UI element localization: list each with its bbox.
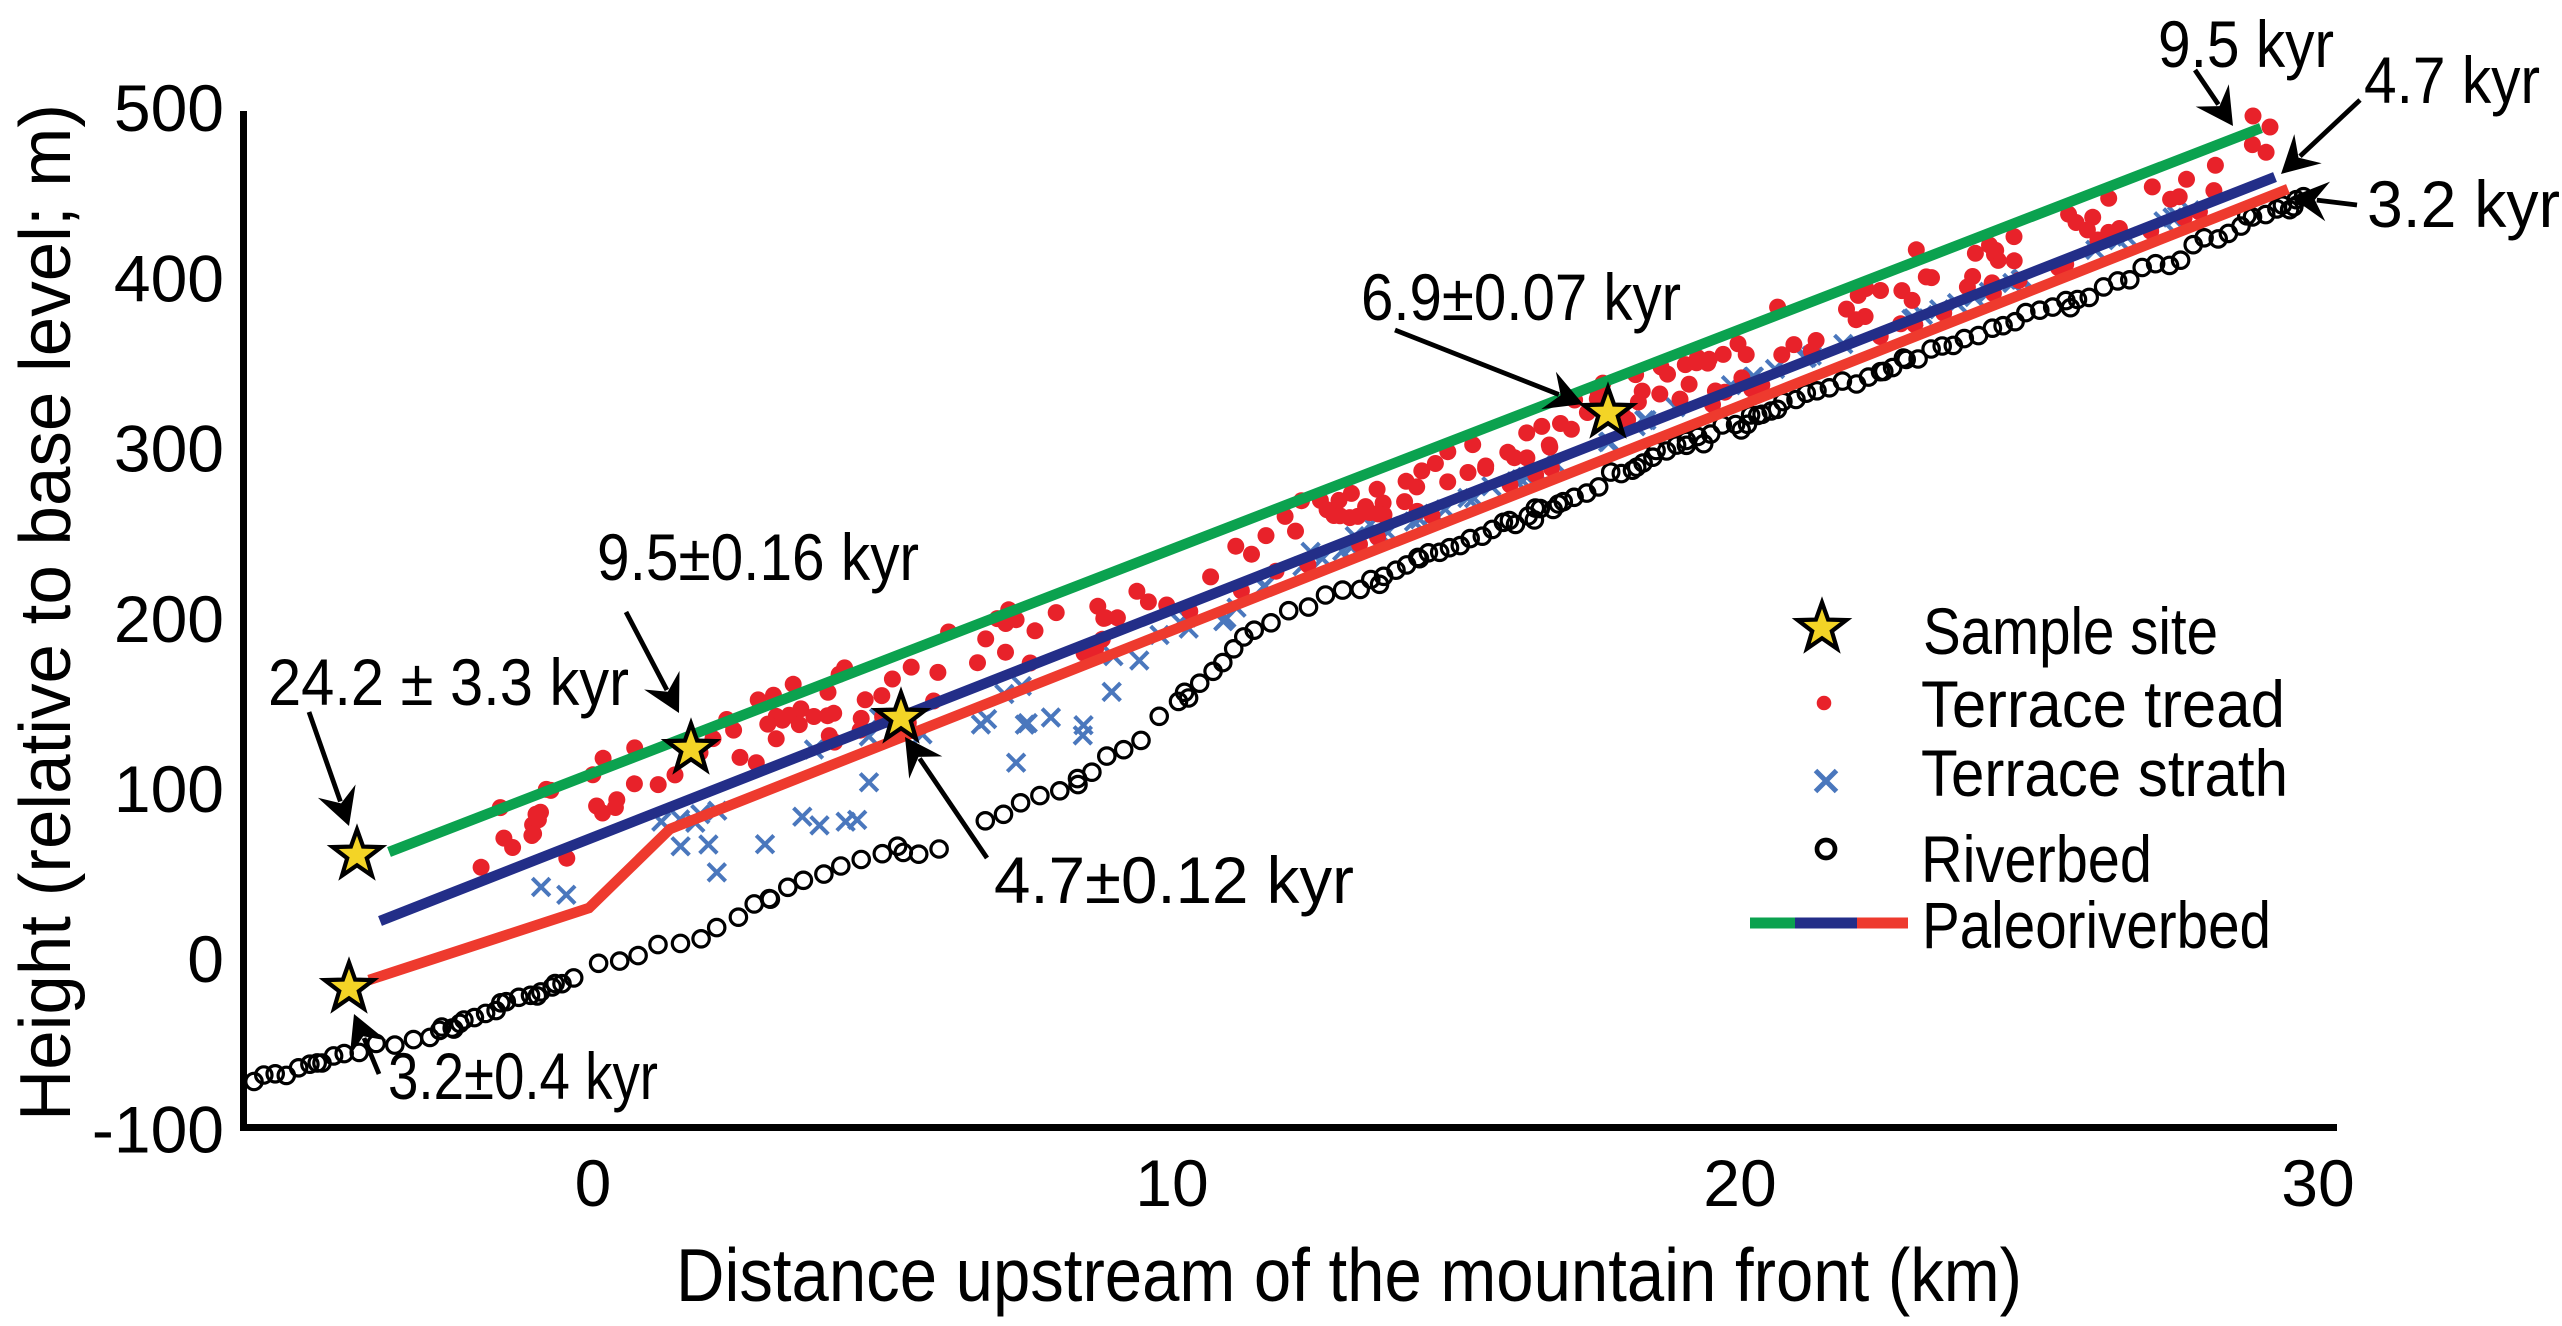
svg-text:3.2±0.4 kyr: 3.2±0.4 kyr xyxy=(388,1039,658,1113)
svg-text:Riverbed: Riverbed xyxy=(1921,822,2152,896)
svg-text:Height (relative to base level: Height (relative to base level; m) xyxy=(6,104,86,1121)
svg-text:6.9±0.07 kyr: 6.9±0.07 kyr xyxy=(1361,260,1681,334)
svg-text:Sample site: Sample site xyxy=(1923,594,2218,668)
svg-text:Paleoriverbed: Paleoriverbed xyxy=(1922,888,2271,962)
svg-text:0: 0 xyxy=(187,922,224,996)
svg-text:9.5±0.16 kyr: 9.5±0.16 kyr xyxy=(597,520,919,594)
svg-text:20: 20 xyxy=(1703,1146,1776,1220)
svg-text:3.2 kyr: 3.2 kyr xyxy=(2367,167,2560,241)
svg-text:100: 100 xyxy=(114,752,224,826)
svg-text:400: 400 xyxy=(114,241,224,315)
svg-text:Terrace strath: Terrace strath xyxy=(1921,736,2288,810)
svg-text:-100: -100 xyxy=(92,1092,224,1166)
svg-text:10: 10 xyxy=(1135,1146,1208,1220)
svg-text:500: 500 xyxy=(114,71,224,145)
svg-text:9.5 kyr: 9.5 kyr xyxy=(2158,7,2334,81)
svg-text:0: 0 xyxy=(575,1146,612,1220)
svg-text:24.2 ± 3.3 kyr: 24.2 ± 3.3 kyr xyxy=(268,645,629,719)
svg-text:300: 300 xyxy=(114,412,224,486)
svg-text:200: 200 xyxy=(114,582,224,656)
svg-text:30: 30 xyxy=(2281,1146,2354,1220)
svg-text:4.7±0.12 kyr: 4.7±0.12 kyr xyxy=(994,843,1354,917)
svg-text:Distance upstream of the mount: Distance upstream of the mountain front … xyxy=(676,1233,2022,1317)
svg-text:Terrace tread: Terrace tread xyxy=(1921,667,2285,741)
svg-text:4.7 kyr: 4.7 kyr xyxy=(2364,43,2540,117)
